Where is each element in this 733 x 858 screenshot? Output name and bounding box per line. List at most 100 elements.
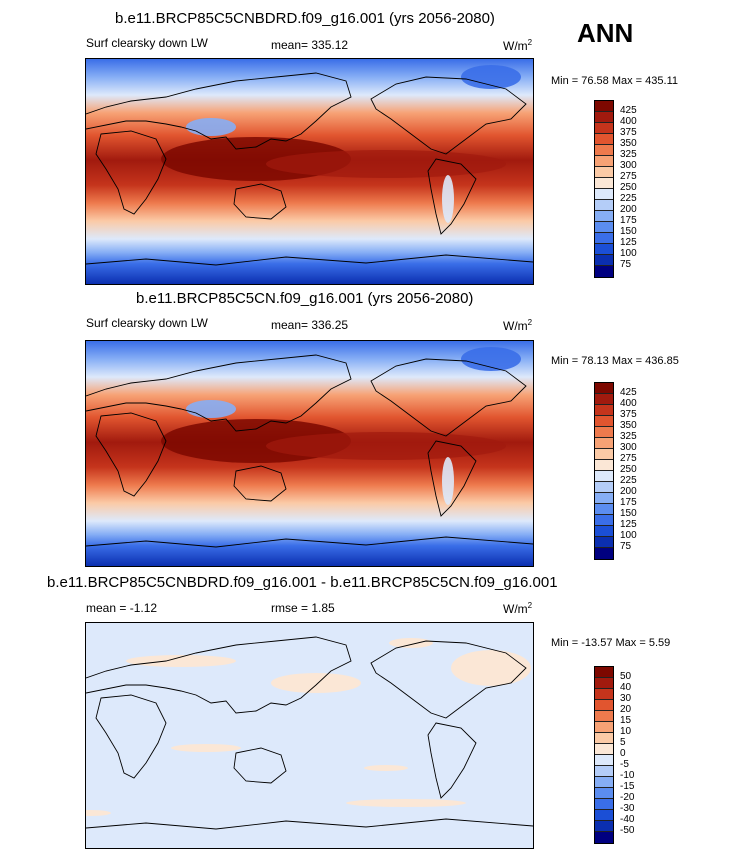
colorbar-swatch <box>595 255 613 266</box>
colorbar-swatch <box>595 482 613 493</box>
panel-3-coast-antarctica <box>86 818 533 830</box>
colorbar-swatch <box>595 222 613 233</box>
panel-2-map <box>85 340 534 567</box>
colorbar-swatch <box>595 711 613 722</box>
panel-3-pos-6 <box>364 765 408 771</box>
panel-1-tibet-low <box>186 118 236 136</box>
panel-3-coast-africa <box>95 694 167 779</box>
panel-1-coast-eurasia <box>86 72 352 150</box>
panel-3-mean: mean = -1.12 <box>86 601 158 615</box>
panel-1-colorbar <box>594 100 614 278</box>
colorbar-swatch <box>595 832 613 843</box>
panel-2-units: W/m2 <box>503 318 533 333</box>
panel-2-greenland-low <box>461 347 521 371</box>
colorbar-tick-label: 425 <box>620 387 637 398</box>
panel-1-coast-africa <box>95 130 167 215</box>
colorbar-swatch <box>595 211 613 222</box>
colorbar-swatch <box>595 438 613 449</box>
colorbar-swatch <box>595 667 613 678</box>
colorbar-swatch <box>595 733 613 744</box>
panel-3-pos-1 <box>126 655 236 667</box>
colorbar-swatch <box>595 101 613 112</box>
panel-1-title: b.e11.BRCP85C5CNBDRD.f09_g16.001 (yrs 20… <box>115 10 495 27</box>
colorbar-swatch <box>595 526 613 537</box>
panel-1-greenland-low <box>461 65 521 89</box>
colorbar-tick-label: 40 <box>620 682 632 693</box>
panel-3-title: b.e11.BRCP85C5CNBDRD.f09_g16.001 - b.e11… <box>47 574 558 591</box>
panel-1-mean: mean= 335.12 <box>271 38 349 52</box>
panel-2-title: b.e11.BRCP85C5CN.f09_g16.001 (yrs 2056-2… <box>136 290 474 307</box>
panel-3-pos-5 <box>171 744 241 752</box>
colorbar-tick-label: 175 <box>620 497 637 508</box>
colorbar-swatch <box>595 777 613 788</box>
colorbar-tick-label: 200 <box>620 486 637 497</box>
colorbar-tick-label: 350 <box>620 420 637 431</box>
panel-1-coast-samerica <box>427 158 477 235</box>
colorbar-swatch <box>595 145 613 156</box>
colorbar-tick-label: 75 <box>620 259 632 270</box>
panel-3-rmse: rmse = 1.85 <box>271 601 335 615</box>
panel-1-minmax: Min = 76.58 Max = 435.11 <box>551 75 678 87</box>
colorbar-tick-label: 15 <box>620 715 632 726</box>
panel-1-warm-tongue <box>266 150 506 178</box>
colorbar-tick-label: 325 <box>620 431 637 442</box>
colorbar-tick-label: 250 <box>620 464 637 475</box>
colorbar-swatch <box>595 427 613 438</box>
colorbar-swatch <box>595 123 613 134</box>
colorbar-tick-label: 275 <box>620 453 637 464</box>
colorbar-tick-label: 150 <box>620 226 637 237</box>
colorbar-swatch <box>595 810 613 821</box>
colorbar-swatch <box>595 112 613 123</box>
colorbar-swatch <box>595 821 613 832</box>
colorbar-tick-label: 175 <box>620 215 637 226</box>
panel-2-coast-australia <box>233 465 287 502</box>
panel-3-minmax: Min = -13.57 Max = 5.59 <box>551 637 671 649</box>
panel-1-coast-australia <box>233 183 287 220</box>
colorbar-tick-label: 425 <box>620 105 637 116</box>
panel-1-coast-namerica <box>370 76 527 155</box>
panel-3-pos-3 <box>451 650 531 686</box>
panel-1-units: W/m2 <box>503 38 533 53</box>
colorbar-swatch <box>595 200 613 211</box>
colorbar-tick-label: 150 <box>620 508 637 519</box>
colorbar-tick-label: 30 <box>620 693 632 704</box>
colorbar-swatch <box>595 156 613 167</box>
colorbar-tick-label: 400 <box>620 116 637 127</box>
panel-3-coast-namerica <box>370 640 527 719</box>
colorbar-swatch <box>595 405 613 416</box>
season-label: ANN <box>577 18 634 48</box>
colorbar-tick-label: -10 <box>620 770 635 781</box>
colorbar-tick-label: 5 <box>620 737 626 748</box>
panel-2-warm-tongue <box>266 432 506 460</box>
panel-2-minmax: Min = 78.13 Max = 436.85 <box>551 355 679 367</box>
panel-3-pos-8 <box>86 810 111 816</box>
panel-1-variable: Surf clearsky down LW <box>86 36 208 50</box>
panel-2-coast-antarctica <box>86 536 533 548</box>
panel-3-pos-4 <box>389 638 433 648</box>
panel-1-andes-low <box>442 175 454 223</box>
colorbar-swatch <box>595 471 613 482</box>
colorbar-swatch <box>595 416 613 427</box>
colorbar-tick-label: 125 <box>620 519 637 530</box>
colorbar-swatch <box>595 799 613 810</box>
colorbar-swatch <box>595 244 613 255</box>
colorbar-swatch <box>595 460 613 471</box>
colorbar-tick-label: 20 <box>620 704 632 715</box>
colorbar-swatch <box>595 493 613 504</box>
colorbar-tick-label: -5 <box>620 759 629 770</box>
panel-2-coast-eurasia <box>86 354 352 432</box>
colorbar-tick-label: 50 <box>620 671 632 682</box>
colorbar-swatch <box>595 744 613 755</box>
colorbar-swatch <box>595 700 613 711</box>
colorbar-swatch <box>595 722 613 733</box>
colorbar-tick-label: 125 <box>620 237 637 248</box>
panel-3-coast-eurasia <box>86 636 352 714</box>
colorbar-swatch <box>595 788 613 799</box>
colorbar-tick-label: 300 <box>620 160 637 171</box>
panel-2-coast-samerica <box>427 440 477 517</box>
colorbar-tick-label: -15 <box>620 781 635 792</box>
panel-3-pos-7 <box>346 799 466 807</box>
colorbar-tick-label: 300 <box>620 442 637 453</box>
colorbar-tick-label: 225 <box>620 475 637 486</box>
colorbar-swatch <box>595 755 613 766</box>
